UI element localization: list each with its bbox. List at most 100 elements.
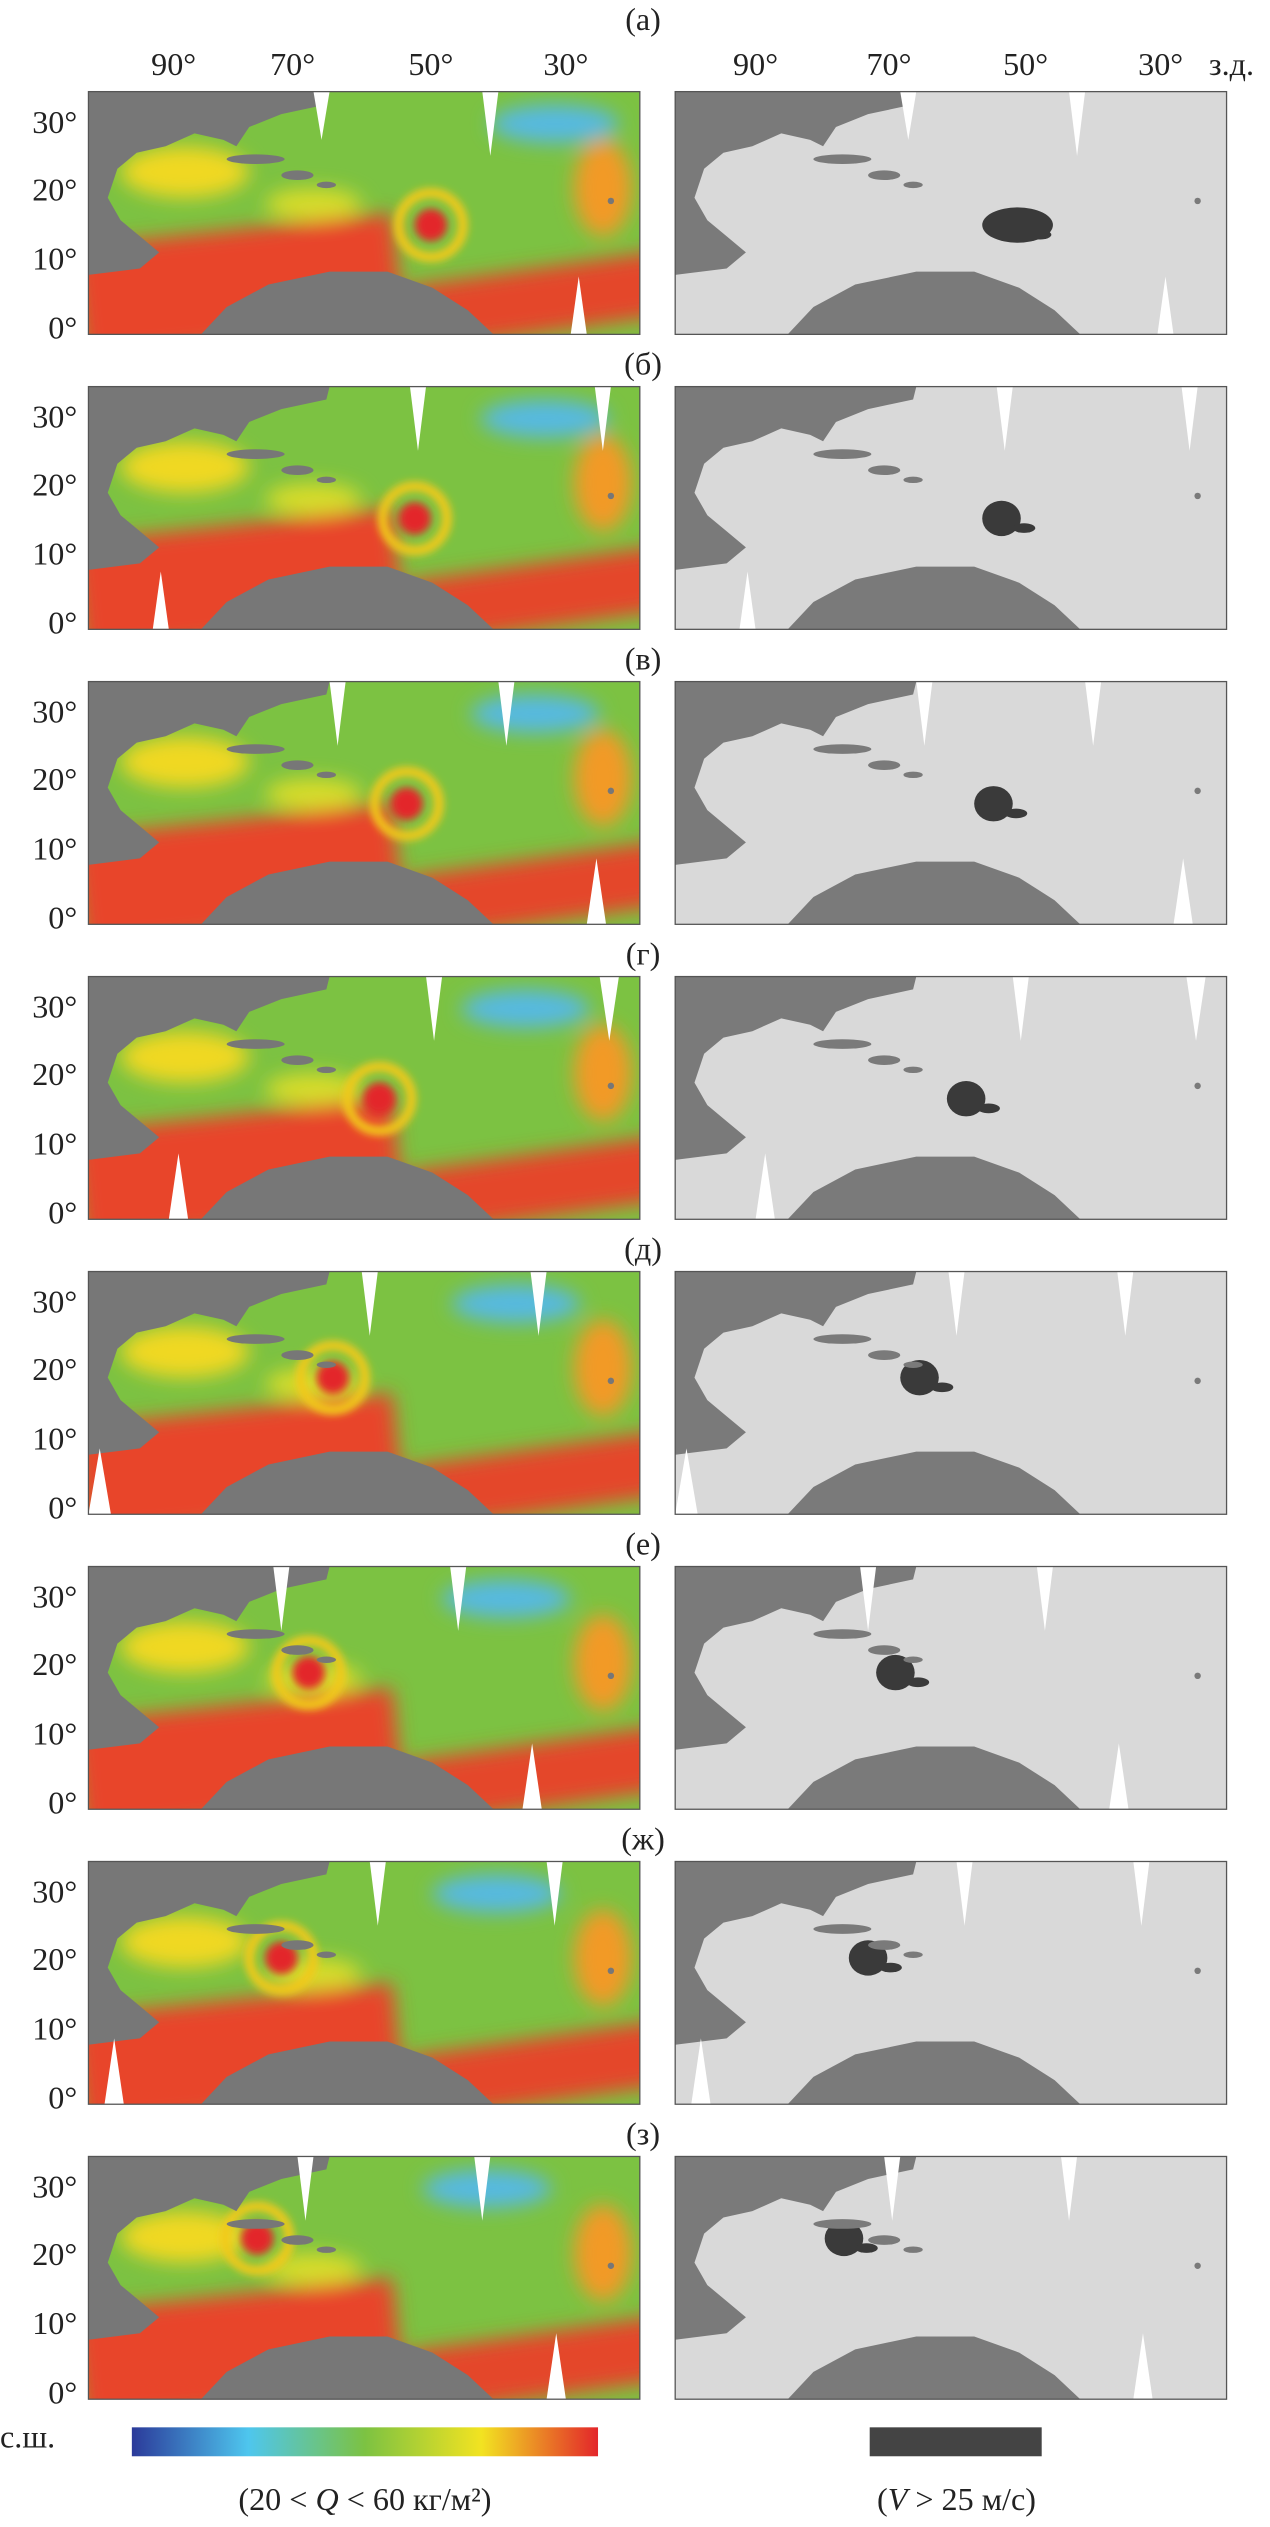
moist-patch	[573, 1319, 632, 1417]
storm-ring	[342, 1061, 417, 1136]
v-label-part: > 25 м/с)	[907, 2481, 1036, 2517]
q-colorbar	[131, 2427, 599, 2457]
map-frame	[674, 680, 1228, 925]
lat-tick-label: 30°	[32, 1284, 77, 1320]
map-content	[88, 1566, 640, 1810]
lat-tick-label: 10°	[32, 2305, 77, 2341]
lat-tick-label: 10°	[32, 1420, 77, 1456]
lon-tick-label: 70°	[866, 46, 911, 82]
map-content	[675, 2156, 1227, 2400]
data-gap	[369, 1861, 386, 1926]
map-frame	[87, 975, 641, 1220]
lon-tick-label: 50°	[408, 46, 453, 82]
data-gap	[1117, 1271, 1134, 1336]
panel-label: (б)	[624, 346, 662, 382]
lat-tick-label: 0°	[48, 1784, 77, 1820]
data-gap	[594, 386, 611, 451]
moist-patch	[573, 434, 632, 532]
panel-label: (з)	[626, 2116, 660, 2152]
data-gap	[739, 571, 756, 630]
storm-field	[271, 1635, 346, 1710]
moist-patch	[573, 729, 632, 827]
data-gap	[1069, 91, 1086, 156]
data-gap	[860, 1566, 877, 1631]
lat-tick-label: 20°	[32, 171, 77, 207]
v-bar	[869, 2427, 1042, 2457]
lat-tick-label: 0°	[48, 2079, 77, 2115]
moist-patch	[120, 146, 250, 198]
data-gap	[1085, 681, 1102, 746]
map-content	[88, 976, 640, 1220]
moist-patch	[120, 1326, 250, 1378]
data-gap	[329, 681, 346, 746]
data-gap	[88, 1448, 111, 1515]
map-content	[88, 681, 640, 925]
moist-patch	[265, 1073, 362, 1106]
storm-ring	[393, 188, 468, 263]
lat-tick-label: 30°	[32, 399, 77, 435]
panel-label: (ж)	[621, 1821, 665, 1857]
lat-tick-label: 20°	[32, 2236, 77, 2272]
strong-wind-area	[1012, 523, 1036, 533]
data-gap	[1133, 2333, 1153, 2400]
moist-patch	[573, 1614, 632, 1712]
strong-wind-area	[946, 1081, 986, 1117]
wind-map	[674, 2155, 1228, 2400]
wind-map	[674, 1565, 1228, 1810]
data-gap	[996, 386, 1013, 451]
map-content	[88, 91, 640, 335]
lat-tick-label: 20°	[32, 761, 77, 797]
dry-patch	[471, 694, 600, 734]
lat-tick-label: 0°	[48, 604, 77, 640]
data-gap	[450, 1566, 467, 1631]
strong-wind-area	[900, 1359, 939, 1396]
lat-tick-label: 20°	[32, 1351, 77, 1387]
data-gap	[1012, 976, 1029, 1041]
strong-wind-area	[876, 1654, 915, 1691]
panel-label: (е)	[625, 1526, 661, 1562]
dry-patch	[461, 989, 590, 1029]
wind-map	[674, 1860, 1228, 2105]
strong-wind-area	[879, 1962, 902, 1973]
storm-ring	[377, 481, 452, 556]
map-content	[88, 2156, 640, 2400]
strong-wind-area	[1004, 808, 1028, 819]
map-content	[675, 1566, 1227, 1810]
map-frame	[674, 1565, 1228, 1810]
data-gap	[168, 1153, 189, 1220]
data-gap	[546, 1861, 563, 1926]
map-frame	[87, 1565, 641, 1810]
storm-core	[398, 502, 431, 535]
lat-tick-label: 20°	[32, 1646, 77, 1682]
storm-ring	[295, 1340, 370, 1415]
data-gap	[482, 91, 499, 156]
data-gap	[1157, 276, 1174, 335]
lon-tick-label: 90°	[733, 46, 778, 82]
dry-patch	[451, 1284, 581, 1323]
moist-patch	[120, 441, 250, 493]
map-frame	[87, 2155, 641, 2400]
map-frame	[674, 975, 1228, 1220]
storm-core	[390, 787, 423, 820]
panel-label: (а)	[625, 1, 661, 37]
data-gap	[273, 1566, 290, 1631]
moisture-map	[87, 1270, 641, 1515]
q-legend-label: (20 < Q < 60 кг/м²)	[238, 2481, 491, 2517]
v-symbol: V	[888, 2481, 911, 2517]
data-gap	[675, 1448, 698, 1515]
panel-label: (д)	[624, 1231, 662, 1267]
map-frame	[87, 90, 641, 336]
data-gap	[900, 91, 917, 140]
strong-wind-area	[974, 786, 1013, 822]
map-frame	[674, 1860, 1228, 2105]
dry-patch	[442, 1579, 571, 1618]
data-gap	[1173, 858, 1193, 925]
data-gap	[916, 681, 933, 746]
data-gap	[956, 1861, 973, 1926]
q-symbol: Q	[315, 2481, 338, 2517]
moist-patch	[120, 1031, 250, 1083]
moisture-map	[87, 1860, 641, 2105]
v-legend-label: (V > 25 м/с)	[877, 2481, 1036, 2517]
data-gap	[409, 386, 427, 451]
